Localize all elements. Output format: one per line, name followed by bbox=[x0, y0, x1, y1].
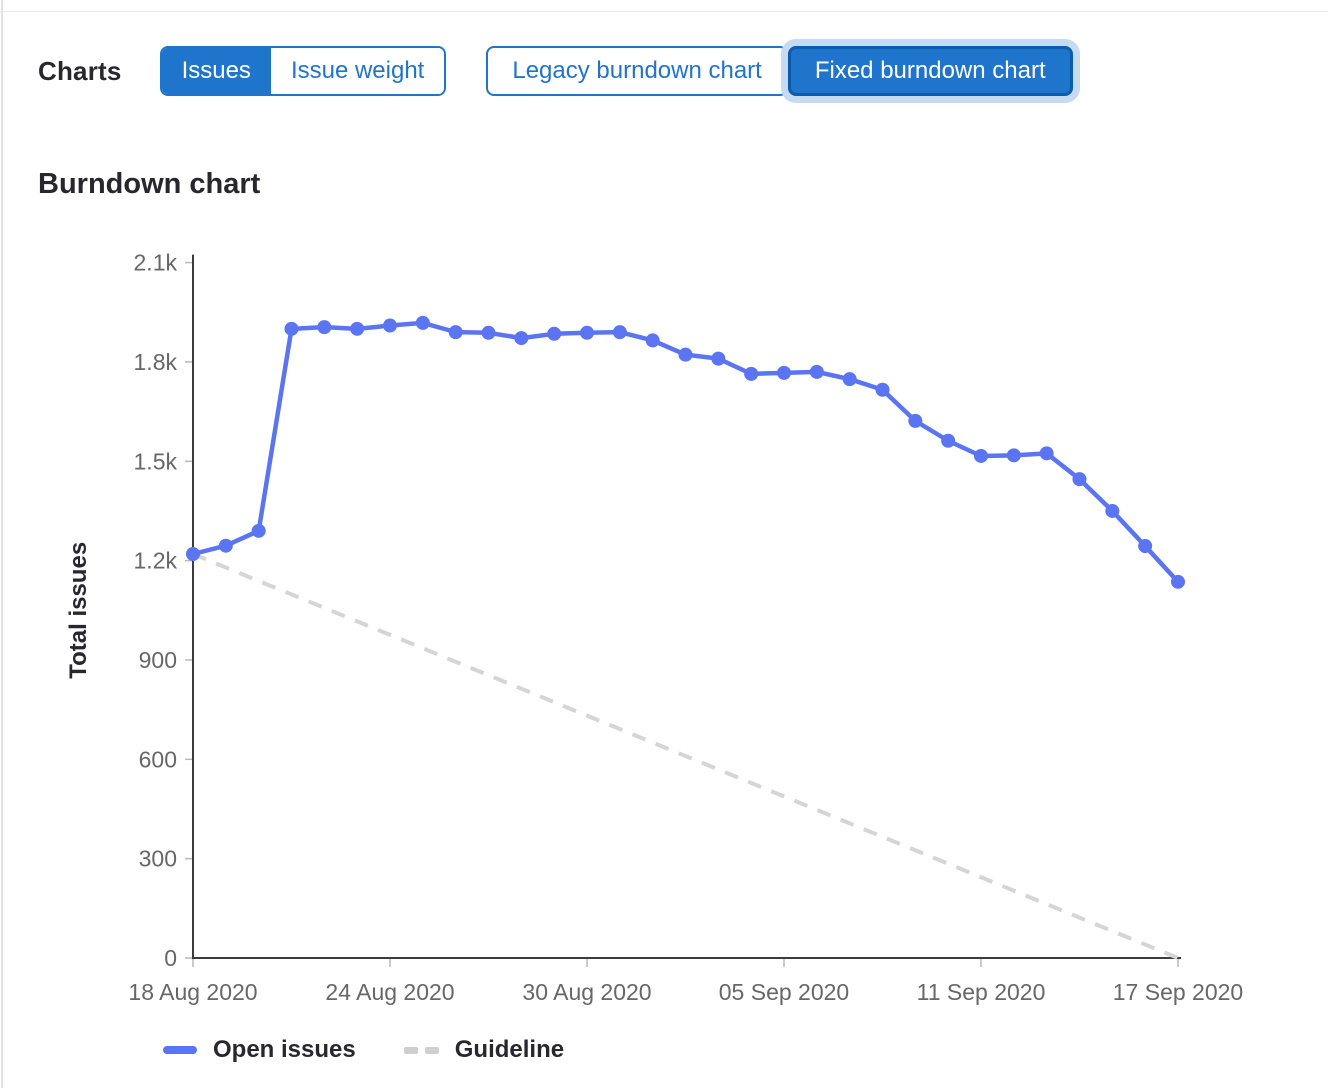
legend-item-guideline[interactable]: Guideline bbox=[403, 1036, 565, 1064]
svg-text:05 Sep 2020: 05 Sep 2020 bbox=[719, 979, 849, 1005]
guideline-dash-swatch bbox=[403, 1046, 439, 1054]
svg-text:24 Aug 2020: 24 Aug 2020 bbox=[325, 979, 454, 1005]
legend-item-open-issues[interactable]: Open issues bbox=[163, 1036, 356, 1064]
guideline-series bbox=[192, 552, 1179, 960]
fixed-burndown-chart-button[interactable]: Fixed burndown chart bbox=[787, 46, 1073, 96]
page-title: Burndown chart bbox=[38, 168, 261, 200]
charts-label: Charts bbox=[38, 55, 122, 86]
open-issues-line-swatch bbox=[163, 1046, 197, 1054]
chart-legend: Open issues Guideline bbox=[163, 1036, 564, 1064]
svg-text:300: 300 bbox=[139, 846, 177, 872]
charts-header: Charts Issues Issue weight Legacy burndo… bbox=[38, 46, 1073, 96]
svg-text:17 Sep 2020: 17 Sep 2020 bbox=[1113, 979, 1243, 1005]
y-axis: 0 300 600 900 1.2k 1.5k 1.8k 2.1k bbox=[134, 250, 193, 971]
svg-text:11 Sep 2020: 11 Sep 2020 bbox=[917, 979, 1046, 1005]
svg-text:1.2k: 1.2k bbox=[134, 548, 178, 574]
legend-label: Guideline bbox=[454, 1036, 565, 1063]
open-issues-points bbox=[186, 315, 1185, 589]
x-axis: 18 Aug 2020 24 Aug 2020 30 Aug 2020 05 Sep … bbox=[128, 958, 1243, 1005]
issue-weight-toggle-button[interactable]: Issue weight bbox=[270, 48, 445, 94]
svg-text:600: 600 bbox=[139, 746, 177, 772]
page-left-divider bbox=[1, 0, 3, 1088]
svg-text:30 Aug 2020: 30 Aug 2020 bbox=[522, 979, 651, 1005]
svg-text:0: 0 bbox=[164, 945, 177, 971]
chart-version-toggle-group: Legacy burndown chart Fixed burndown cha… bbox=[486, 46, 1073, 96]
burndown-chart-svg: 0 300 600 900 1.2k 1.5k 1.8k 2.1k 18 Aug 2020 24 … bbox=[65, 250, 1243, 1005]
issues-toggle-button[interactable]: Issues bbox=[161, 48, 271, 94]
svg-text:18 Aug 2020: 18 Aug 2020 bbox=[128, 979, 257, 1005]
svg-text:2.1k: 2.1k bbox=[134, 250, 178, 276]
open-issues-series bbox=[190, 320, 1181, 585]
svg-text:900: 900 bbox=[139, 647, 177, 673]
y-axis-label: Total issues bbox=[65, 542, 92, 679]
burndown-chart: 0 300 600 900 1.2k 1.5k 1.8k 2.1k 18 Aug 2020 24 … bbox=[0, 230, 1328, 1030]
legend-label: Open issues bbox=[213, 1036, 356, 1063]
legacy-burndown-chart-button[interactable]: Legacy burndown chart bbox=[486, 46, 788, 96]
svg-text:1.5k: 1.5k bbox=[134, 448, 178, 474]
metric-toggle-group: Issues Issue weight bbox=[159, 46, 447, 96]
page-top-divider bbox=[0, 11, 1328, 12]
svg-text:1.8k: 1.8k bbox=[134, 349, 178, 375]
